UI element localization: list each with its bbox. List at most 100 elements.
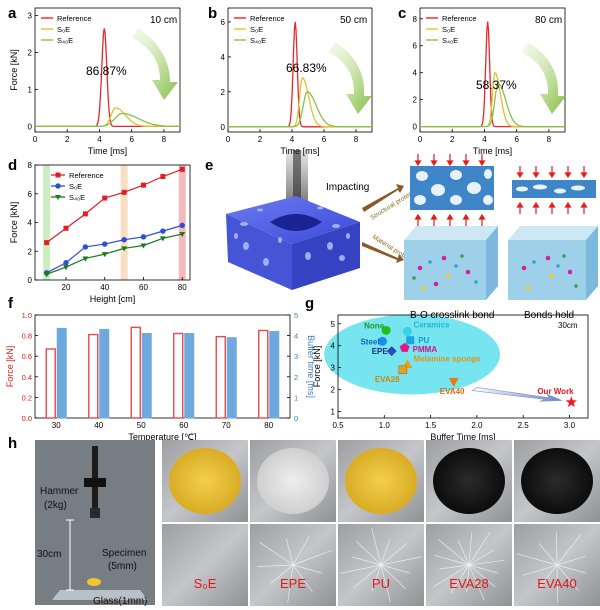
force-arrow-head bbox=[564, 172, 572, 179]
legend-label-1: S₀E bbox=[250, 25, 263, 34]
y-tick-label: 6 bbox=[221, 18, 226, 27]
x-tick-label: 20 bbox=[62, 283, 71, 292]
y-tick-label: 8 bbox=[28, 161, 33, 170]
glass-crack bbox=[380, 556, 423, 566]
chart-c-percent: 58.37% bbox=[476, 78, 517, 92]
x-axis-label: Temperature [℃] bbox=[128, 432, 196, 442]
chart-a-trend-arrow bbox=[132, 28, 178, 100]
force-arrow-head bbox=[430, 213, 438, 220]
y-axis-label: Force [kN] bbox=[9, 49, 19, 91]
point-label-PMMA: PMMA bbox=[413, 345, 438, 354]
glass-crack bbox=[439, 564, 470, 570]
bar-buffer bbox=[226, 337, 237, 419]
glass-crack bbox=[434, 564, 470, 587]
x-tick-label: 4 bbox=[290, 135, 295, 144]
data-point bbox=[63, 225, 69, 231]
foam-block-compressed bbox=[512, 180, 596, 198]
x-tick-label: 8 bbox=[354, 135, 359, 144]
force-arrow-head bbox=[446, 160, 454, 167]
panel-letter-h: h bbox=[8, 435, 17, 452]
legend-label-0: Reference bbox=[57, 14, 92, 23]
force-arrow-head bbox=[414, 213, 422, 220]
y-axis-label: Force [kN] bbox=[312, 346, 322, 388]
data-point bbox=[82, 244, 89, 250]
force-arrow-head bbox=[548, 172, 556, 179]
point-label-None: None bbox=[364, 321, 385, 330]
x-tick-label: 2 bbox=[258, 135, 263, 144]
glass-label: Glass(1mm) bbox=[93, 596, 147, 607]
plot-frame bbox=[419, 7, 566, 133]
glass-crack bbox=[468, 559, 505, 566]
glass-crack bbox=[556, 533, 582, 566]
y-tick-label: 2 bbox=[28, 247, 33, 256]
plot-frame bbox=[227, 7, 373, 133]
chart-d: 20 40 60 80 0 2 4 6 8 Height [cm] Force [kN] Refere… bbox=[9, 161, 191, 304]
specimen-label: Specimen bbox=[102, 548, 146, 559]
y-tick-label: 8 bbox=[413, 15, 418, 24]
point-Our Work bbox=[565, 396, 577, 408]
force-arrow-head bbox=[430, 160, 438, 167]
foam-block-uncompressed bbox=[410, 166, 494, 210]
y-tick-label: 4 bbox=[28, 219, 33, 228]
schematic-e: Impacting Structural protection Material… bbox=[226, 150, 598, 321]
hammer-mass-label: (2kg) bbox=[44, 500, 67, 511]
y-tick-label: 1.0 bbox=[22, 311, 32, 320]
photo-h: Hammer (2kg) 30cm Specimen (5mm) Glass(1… bbox=[35, 440, 600, 607]
foam-cube-left bbox=[226, 214, 292, 290]
data-point bbox=[121, 246, 128, 252]
glass-crack bbox=[522, 564, 558, 576]
y-right-axis-label: Buffer time [ms] bbox=[306, 335, 316, 398]
legend-label-2: S₄₀E bbox=[250, 36, 266, 45]
sample-disc-PU bbox=[345, 448, 417, 514]
data-point bbox=[140, 234, 147, 240]
specimen-photo bbox=[87, 578, 101, 586]
glass-crack bbox=[556, 564, 558, 603]
legend-marker-1 bbox=[55, 183, 61, 189]
panel-letter-d: d bbox=[8, 157, 17, 174]
glass-crack bbox=[270, 564, 294, 584]
point-PMMA bbox=[399, 342, 410, 352]
bar-buffer bbox=[184, 333, 195, 419]
y-tick-label: 6 bbox=[413, 42, 418, 51]
force-arrow-head bbox=[532, 172, 540, 179]
force-arrow-head bbox=[462, 213, 470, 220]
point-label-Our Work: Our Work bbox=[537, 387, 574, 396]
point-label-Ceramics: Ceramics bbox=[413, 320, 450, 329]
legend-label-0: Reference bbox=[69, 171, 104, 180]
chart-f: 0.0 0.2 0.4 0.6 0.8 1.0 0 1 2 3 4 5 30 40 50 60 70 80 Temp… bbox=[5, 311, 316, 442]
y-tick-label: 5 bbox=[331, 320, 336, 329]
series-line-1 bbox=[46, 224, 183, 274]
y-right-tick-label: 1 bbox=[294, 393, 298, 402]
glass-crack bbox=[380, 539, 391, 566]
hammer-tip bbox=[90, 508, 100, 518]
bar-buffer bbox=[269, 330, 280, 419]
legend-label-2: S₄₀E bbox=[442, 36, 458, 45]
bar-force bbox=[258, 329, 269, 419]
x-tick-label: 40 bbox=[100, 283, 109, 292]
x-axis-label: Time [ms] bbox=[88, 146, 127, 156]
glass-crack bbox=[292, 536, 310, 566]
plot-frame bbox=[34, 7, 181, 133]
y-tick-label: 3 bbox=[331, 364, 336, 373]
glass-crack bbox=[457, 539, 470, 566]
y-right-tick-label: 4 bbox=[294, 332, 298, 341]
legend-marker-2 bbox=[55, 195, 61, 200]
force-arrow-head bbox=[580, 201, 588, 208]
photo-label-EPE: EPE bbox=[280, 576, 306, 591]
bar-force bbox=[88, 333, 99, 419]
sample-disc-EVA28 bbox=[433, 448, 505, 514]
y-tick-label: 2 bbox=[413, 96, 418, 105]
glass-crack bbox=[468, 532, 473, 566]
force-arrow-head bbox=[414, 160, 422, 167]
plot-frame bbox=[34, 164, 191, 281]
y-axis-label: Force [kN] bbox=[5, 346, 15, 388]
legend-label-0: Reference bbox=[250, 14, 285, 23]
y-tick-label: 0.4 bbox=[22, 373, 32, 382]
x-tick-label: 8 bbox=[162, 135, 167, 144]
panel-letter-g: g bbox=[305, 295, 314, 312]
x-tick-label: 70 bbox=[222, 421, 231, 430]
y-tick-label: 4 bbox=[221, 53, 226, 62]
hammer-head bbox=[84, 478, 106, 487]
sample-disc-EVA40 bbox=[521, 448, 593, 514]
x-tick-label: 6 bbox=[322, 135, 327, 144]
